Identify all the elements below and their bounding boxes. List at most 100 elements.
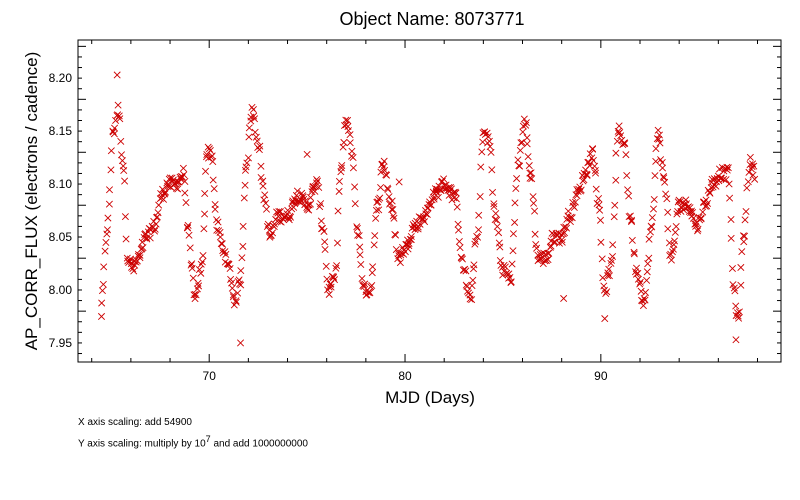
data-point xyxy=(625,192,633,200)
data-point xyxy=(670,237,679,245)
data-point xyxy=(237,281,245,289)
data-point xyxy=(267,231,275,239)
data-point xyxy=(661,178,669,186)
data-point xyxy=(181,177,189,185)
data-point xyxy=(609,252,617,261)
data-point xyxy=(155,201,163,209)
data-point xyxy=(185,231,193,239)
data-point xyxy=(672,223,680,231)
data-point xyxy=(534,251,542,259)
data-point xyxy=(313,175,321,183)
data-point xyxy=(732,302,740,310)
data-point xyxy=(527,169,535,177)
data-point xyxy=(146,234,154,242)
y-scaling-suffix: and add 1000000000 xyxy=(210,438,308,450)
data-point xyxy=(445,191,453,199)
data-point xyxy=(184,224,192,232)
data-point xyxy=(644,260,652,268)
data-point xyxy=(114,101,122,109)
data-point xyxy=(630,248,638,256)
data-point xyxy=(643,276,651,284)
data-point xyxy=(734,312,742,320)
data-point xyxy=(491,216,499,224)
data-point xyxy=(656,139,664,147)
data-point xyxy=(660,174,668,182)
data-point xyxy=(725,180,733,188)
data-point xyxy=(239,242,247,250)
data-point xyxy=(694,225,702,233)
data-point xyxy=(649,205,658,213)
data-point xyxy=(321,238,329,246)
data-point xyxy=(664,225,672,233)
data-point xyxy=(570,203,578,211)
data-point xyxy=(234,289,242,297)
data-point xyxy=(172,184,180,192)
data-point xyxy=(388,197,396,205)
data-point xyxy=(475,211,483,219)
data-point xyxy=(674,207,682,216)
data-point xyxy=(723,163,731,171)
data-point xyxy=(245,124,253,132)
data-point xyxy=(637,287,645,295)
data-point xyxy=(545,249,553,257)
data-point xyxy=(248,103,256,111)
data-point xyxy=(514,156,522,164)
data-point xyxy=(615,122,623,130)
data-point xyxy=(746,153,754,161)
data-point xyxy=(573,192,581,200)
data-point xyxy=(238,254,246,262)
data-point xyxy=(356,251,364,259)
data-point xyxy=(329,274,337,282)
data-point xyxy=(507,278,515,286)
data-point xyxy=(389,205,397,213)
data-point xyxy=(613,137,621,145)
data-point xyxy=(612,176,620,184)
data-point xyxy=(121,213,129,221)
data-point xyxy=(201,189,209,198)
data-point xyxy=(226,264,234,272)
chart-title: Object Name: 8073771 xyxy=(339,9,524,29)
data-point xyxy=(358,275,366,283)
data-point xyxy=(209,176,217,184)
data-point xyxy=(489,188,497,196)
data-point xyxy=(105,200,113,208)
data-point xyxy=(452,195,460,203)
data-point xyxy=(107,147,115,155)
data-point xyxy=(658,159,666,167)
data-point xyxy=(197,260,205,268)
data-point xyxy=(97,312,106,320)
data-point xyxy=(333,262,341,270)
x-tick-label: 80 xyxy=(398,369,412,383)
data-point xyxy=(603,288,611,296)
data-point xyxy=(727,215,735,224)
data-point xyxy=(624,186,632,194)
data-point xyxy=(726,194,734,202)
data-point xyxy=(542,256,550,265)
data-point xyxy=(450,194,458,202)
data-point xyxy=(598,255,606,263)
y-axis-label: AP_CORR_FLUX (electrons / cadence) xyxy=(22,52,41,351)
data-point xyxy=(739,232,747,240)
data-point xyxy=(732,336,740,344)
data-point xyxy=(478,148,486,156)
data-point xyxy=(659,172,668,181)
data-point xyxy=(636,278,644,286)
data-point xyxy=(370,241,378,249)
data-point xyxy=(516,146,524,154)
data-point xyxy=(653,135,661,143)
data-point xyxy=(383,171,391,179)
data-point xyxy=(396,259,404,267)
plot-frame xyxy=(77,39,782,363)
data-point xyxy=(269,229,277,237)
data-point xyxy=(357,260,365,268)
data-point xyxy=(333,239,342,247)
data-point xyxy=(327,283,335,291)
data-point xyxy=(558,238,566,246)
data-point xyxy=(356,243,364,251)
data-point xyxy=(664,208,672,216)
y-tick-label: 8.05 xyxy=(49,230,73,244)
data-point xyxy=(628,218,636,226)
data-point xyxy=(450,189,458,197)
data-point xyxy=(508,260,516,268)
